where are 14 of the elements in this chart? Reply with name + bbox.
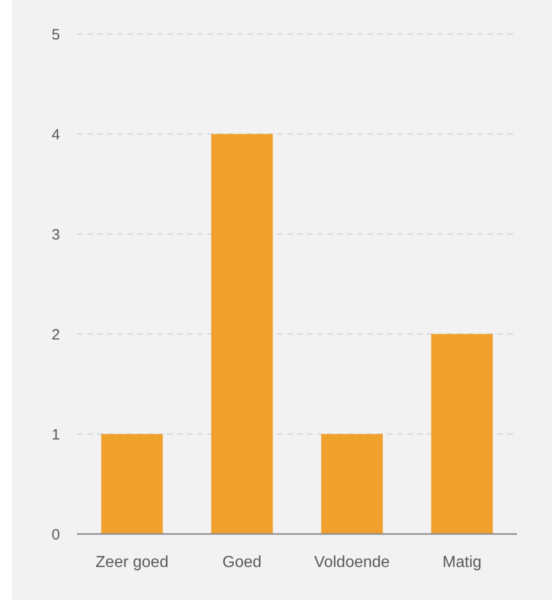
y-tick-label: 5 <box>52 26 60 44</box>
bar <box>321 434 383 534</box>
y-tick-label: 4 <box>52 126 60 144</box>
bar <box>211 134 273 534</box>
bar <box>431 334 493 534</box>
x-tick-label: Voldoende <box>314 554 390 571</box>
x-tick-label: Goed <box>222 554 262 571</box>
y-tick-label: 3 <box>52 226 60 244</box>
x-tick-label: Zeer goed <box>96 554 168 571</box>
x-tick-label: Matig <box>442 554 482 571</box>
y-tick-label: 1 <box>52 426 60 444</box>
y-tick-label: 0 <box>52 526 60 544</box>
y-tick-label: 2 <box>52 326 60 344</box>
bar <box>101 434 163 534</box>
